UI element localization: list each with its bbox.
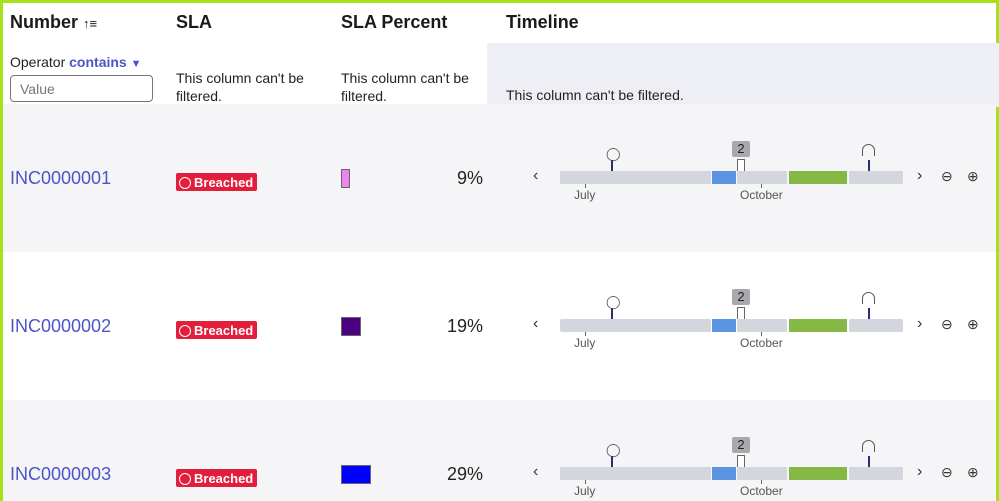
sla-percent-filter-note: This column can't be filtered. (341, 70, 469, 104)
caret-down-icon: ▼ (130, 58, 142, 70)
event-marker (737, 159, 745, 171)
table-row[interactable]: INC0000002 Breached 19% ‹ ◯ 2 July Octob… (3, 252, 996, 400)
incident-number-link[interactable]: INC0000003 (10, 464, 112, 484)
timeline-next-button[interactable]: › (917, 167, 923, 184)
sort-ascending-icon[interactable]: ↑≡ (83, 16, 98, 31)
operator-select[interactable]: contains ▼ (69, 54, 141, 70)
timeline-segment-green[interactable] (789, 319, 847, 332)
event-count-badge[interactable]: 2 (732, 141, 750, 157)
column-header-number[interactable]: Number ↑≡ (10, 12, 97, 33)
timeline-next-button[interactable]: › (917, 463, 923, 480)
operator-filter: Operator contains ▼ (10, 53, 142, 73)
agent-marker (868, 308, 870, 319)
sla-percent-swatch (341, 465, 372, 484)
user-marker (611, 160, 613, 171)
timeline: ‹ ◯ 2 July October › ⊖ ⊕ (487, 400, 996, 501)
timeline: ‹ ◯ 2 July October › ⊖ ⊕ (487, 252, 996, 400)
sla-status-label: Breached (194, 175, 254, 190)
sla-percent-value: 9% (456, 168, 483, 188)
tick-label-october: October (740, 336, 783, 350)
timeline-segment-blue[interactable] (712, 171, 736, 184)
timeline-segment-green[interactable] (789, 171, 847, 184)
header-label: Number (10, 12, 79, 32)
clock-icon (179, 324, 191, 337)
user-marker (611, 308, 613, 319)
sla-status-badge: Breached (176, 469, 258, 487)
tick-label-october: October (740, 484, 783, 498)
timeline-segment[interactable] (737, 171, 787, 184)
sla-percent-value: 19% (446, 316, 483, 336)
filter-value-input[interactable] (10, 75, 153, 102)
sla-percent-swatch (341, 317, 361, 336)
tick-label-july: July (574, 188, 596, 202)
zoom-in-icon[interactable]: ⊕ (967, 168, 979, 184)
agent-marker (868, 456, 870, 467)
column-header-timeline[interactable]: Timeline (506, 12, 579, 32)
headset-icon[interactable] (862, 440, 875, 452)
timeline: ‹ ◯ 2 July October › ⊖ ⊕ (487, 104, 996, 252)
tick (585, 332, 586, 336)
sla-status-label: Breached (194, 323, 254, 338)
user-marker (611, 456, 613, 467)
timeline-segment[interactable] (560, 467, 711, 480)
timeline-prev-button[interactable]: ‹ (533, 463, 539, 480)
timeline-segment[interactable] (737, 319, 787, 332)
sla-status-badge: Breached (176, 321, 258, 339)
zoom-in-icon[interactable]: ⊕ (967, 316, 979, 332)
table-row[interactable]: INC0000003 Breached 29% ‹ ◯ 2 July Octob… (3, 400, 996, 501)
timeline-segment[interactable] (849, 319, 903, 332)
headset-icon[interactable] (862, 144, 875, 156)
timeline-prev-button[interactable]: ‹ (533, 167, 539, 184)
operator-label: Operator (10, 54, 66, 70)
headset-icon[interactable] (862, 292, 875, 304)
agent-marker (868, 160, 870, 171)
event-marker (737, 455, 745, 467)
tick (761, 480, 762, 484)
timeline-segment-blue[interactable] (712, 319, 736, 332)
timeline-segment-green[interactable] (789, 467, 847, 480)
column-header-sla-percent[interactable]: SLA Percent (341, 12, 448, 32)
clock-icon (179, 176, 191, 189)
timeline-segment[interactable] (560, 319, 711, 332)
tick (585, 480, 586, 484)
sla-percent-value: 29% (446, 464, 483, 484)
incident-number-link[interactable]: INC0000001 (10, 168, 112, 188)
sla-status-label: Breached (194, 471, 254, 486)
tick (761, 184, 762, 188)
clock-icon (179, 472, 191, 485)
zoom-in-icon[interactable]: ⊕ (967, 464, 979, 480)
tick (761, 332, 762, 336)
user-icon[interactable]: ◯ (606, 294, 621, 309)
zoom-out-icon[interactable]: ⊖ (941, 168, 953, 184)
timeline-segment[interactable] (560, 171, 711, 184)
tick-label-october: October (740, 188, 783, 202)
timeline-segment[interactable] (849, 171, 903, 184)
event-count-badge[interactable]: 2 (732, 289, 750, 305)
timeline-filter-cell: This column can't be filtered. (487, 43, 999, 107)
timeline-prev-button[interactable]: ‹ (533, 315, 539, 332)
tick-label-july: July (574, 336, 596, 350)
timeline-next-button[interactable]: › (917, 315, 923, 332)
user-icon[interactable]: ◯ (606, 146, 621, 161)
tick-label-july: July (574, 484, 596, 498)
operator-value: contains (69, 54, 127, 70)
zoom-out-icon[interactable]: ⊖ (941, 316, 953, 332)
event-marker (737, 307, 745, 319)
incident-number-link[interactable]: INC0000002 (10, 316, 112, 336)
column-header-sla[interactable]: SLA (176, 12, 212, 32)
timeline-filter-note: This column can't be filtered. (506, 87, 684, 103)
sla-filter-note: This column can't be filtered. (176, 70, 304, 104)
tick (585, 184, 586, 188)
timeline-segment[interactable] (849, 467, 903, 480)
user-icon[interactable]: ◯ (606, 442, 621, 457)
event-count-badge[interactable]: 2 (732, 437, 750, 453)
zoom-out-icon[interactable]: ⊖ (941, 464, 953, 480)
timeline-segment[interactable] (737, 467, 787, 480)
sla-percent-swatch (341, 169, 351, 188)
sla-status-badge: Breached (176, 173, 258, 191)
table-row[interactable]: INC0000001 Breached 9% ‹ ◯ 2 July Octobe… (3, 104, 996, 252)
timeline-segment-blue[interactable] (712, 467, 736, 480)
